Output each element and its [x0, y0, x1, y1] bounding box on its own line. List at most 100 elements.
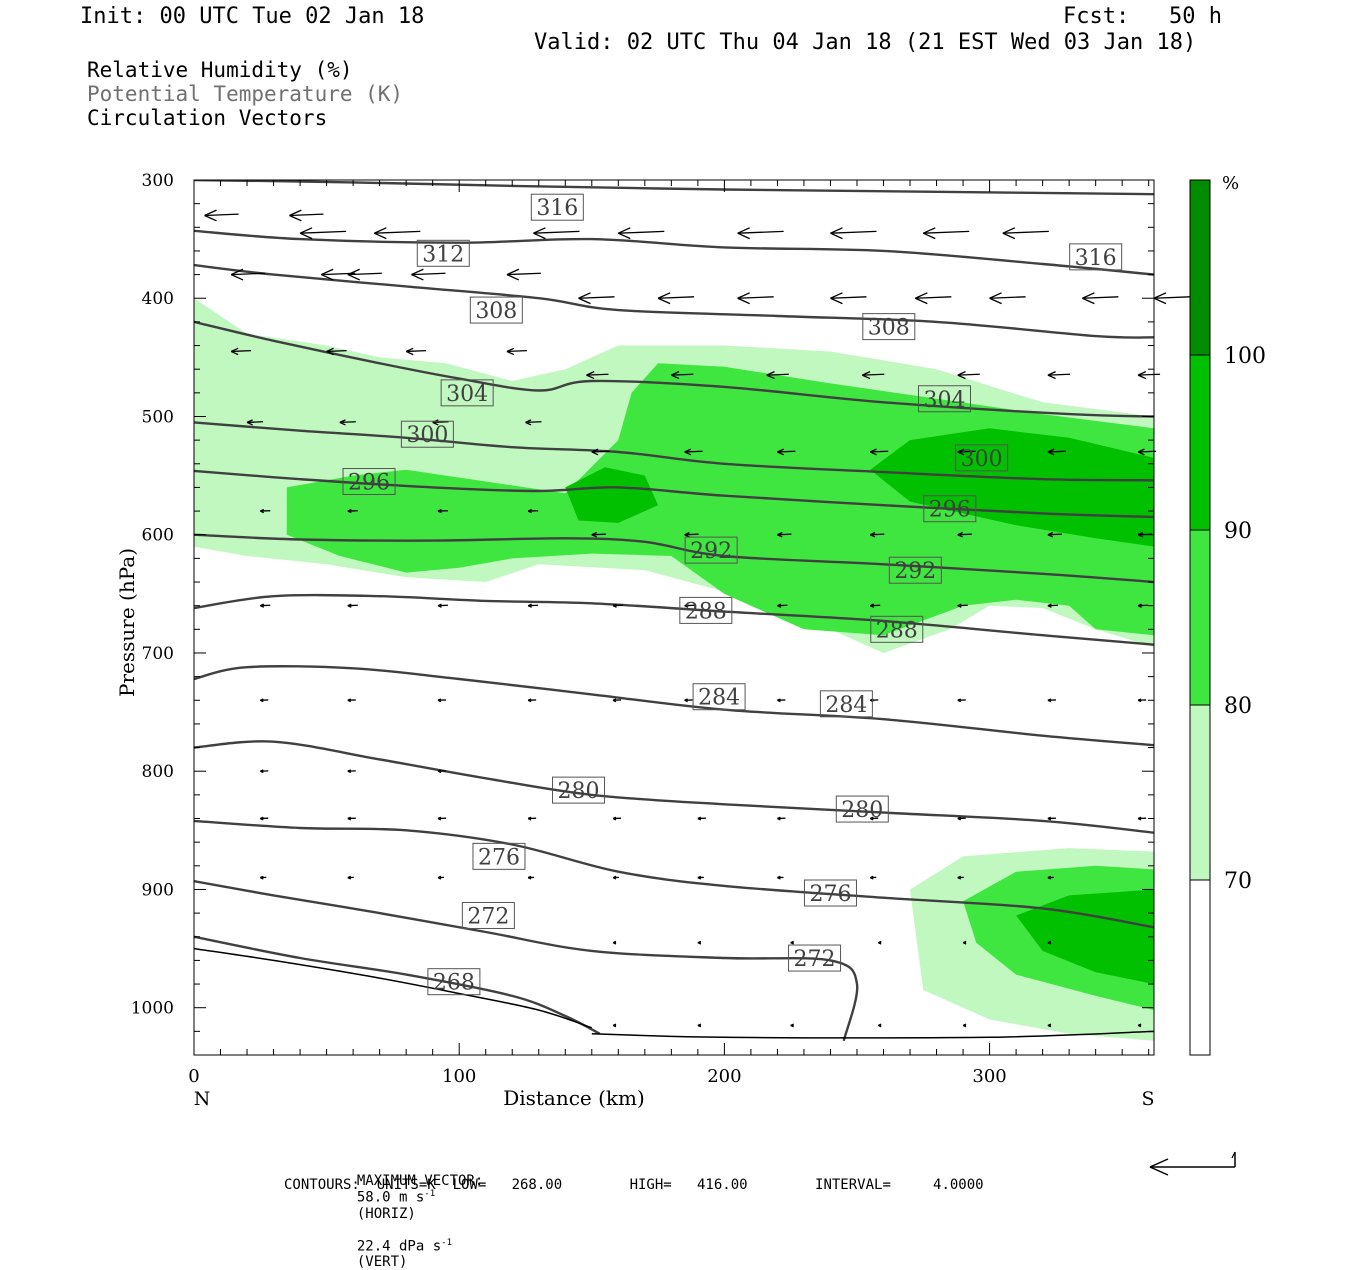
- theta-contour-280: [194, 741, 1154, 832]
- circulation-vector: [698, 941, 701, 944]
- circulation-vector: [438, 699, 446, 702]
- contour-label-272: 272: [462, 902, 514, 929]
- contour-info-line: CONTOURS: UNITS=K LOW= 268.00 HIGH= 416.…: [284, 1177, 984, 1193]
- circulation-vector: [438, 604, 448, 607]
- circulation-vector: [923, 228, 969, 239]
- colorbar-level-label: 100: [1224, 344, 1266, 369]
- circulation-vector: [374, 228, 420, 239]
- circulation-vector: [1082, 293, 1118, 304]
- contour-label-text: 288: [876, 618, 918, 643]
- circulation-vector: [348, 876, 354, 879]
- circulation-vector: [685, 699, 693, 702]
- circulation-vector: [791, 941, 794, 944]
- vector-shaft: [990, 297, 1026, 298]
- circulation-vector: [698, 1024, 701, 1027]
- circulation-vector: [830, 228, 876, 239]
- circulation-vector: [878, 941, 881, 944]
- colorbar-level-label: 80: [1224, 694, 1252, 719]
- contour-label-300: 300: [956, 445, 1008, 472]
- circulation-vector: [1154, 293, 1190, 304]
- colorbar-unit: %: [1222, 173, 1239, 194]
- vector-shaft: [205, 214, 239, 215]
- vector-shaft: [1048, 374, 1070, 375]
- circulation-vector: [348, 770, 356, 773]
- circulation-vector: [528, 604, 538, 607]
- contour-label-296: 296: [924, 496, 976, 523]
- contour-label-316: 316: [1070, 244, 1122, 271]
- vector-head: [205, 215, 217, 220]
- x-tick-label: 300: [972, 1066, 1006, 1087]
- contour-label-text: 316: [536, 196, 578, 221]
- contour-label-text: 304: [923, 388, 965, 413]
- vector-shaft: [411, 273, 445, 274]
- contour-label-text: 304: [446, 382, 488, 407]
- contour-label-text: 280: [558, 779, 600, 804]
- vector-head: [658, 298, 670, 303]
- circulation-vector: [618, 228, 664, 239]
- vector-shaft: [671, 374, 693, 375]
- vector-shaft: [1154, 297, 1190, 298]
- circulation-vector: [260, 604, 270, 607]
- vector-shaft: [579, 297, 615, 298]
- circulation-vector: [438, 876, 444, 879]
- x-axis-title: Distance (km): [503, 1086, 645, 1110]
- contour-label-text: 276: [478, 845, 520, 870]
- circulation-vector: [1003, 228, 1049, 239]
- circulation-vector: [990, 293, 1026, 304]
- y-tick-label: 700: [142, 644, 174, 664]
- contour-label-text: 292: [690, 539, 732, 564]
- colorbar-segment: [1190, 180, 1210, 355]
- vector-shaft: [507, 273, 541, 274]
- circulation-vector: [1048, 699, 1056, 702]
- circulation-vector: [528, 817, 536, 820]
- vector-shaft: [923, 231, 969, 233]
- circulation-vector: [613, 699, 621, 702]
- contour-label-288: 288: [680, 597, 732, 624]
- circulation-vector: [507, 269, 541, 280]
- circulation-vector: [348, 699, 356, 702]
- contour-label-text: 308: [868, 316, 910, 341]
- circulation-vector: [777, 699, 785, 702]
- vector-shaft: [658, 297, 694, 298]
- vector-shaft: [1082, 297, 1118, 298]
- circulation-vector: [348, 604, 358, 607]
- circulation-vector: [348, 269, 382, 280]
- circulation-vector: [878, 1024, 881, 1027]
- contour-label-280: 280: [553, 777, 605, 804]
- vector-shaft: [1003, 231, 1049, 233]
- max-vector-horiz-tag: (HORIZ): [357, 1206, 416, 1222]
- circulation-vector: [406, 348, 426, 354]
- contour-label-284: 284: [820, 691, 872, 718]
- contour-label-text: 300: [961, 447, 1003, 472]
- circulation-vector: [613, 941, 616, 944]
- vector-head: [231, 275, 243, 280]
- contour-label-text: 272: [467, 904, 509, 929]
- contour-label-292: 292: [889, 557, 941, 584]
- terrain-line-0: [194, 949, 592, 1028]
- circulation-vector: [777, 876, 783, 879]
- colorbar-segment: [1190, 705, 1210, 880]
- vector-shaft: [738, 297, 774, 298]
- contour-label-text: 312: [422, 242, 464, 267]
- vector-head: [1082, 298, 1094, 303]
- y-tick-label: 1000: [131, 999, 174, 1019]
- contour-label-308: 308: [470, 297, 522, 324]
- circulation-vector: [289, 210, 323, 221]
- vert-exponent: -1: [441, 1238, 452, 1248]
- vector-head: [579, 298, 591, 303]
- x-end-label-right: S: [1141, 1088, 1154, 1110]
- theta-contour-284: [194, 666, 1154, 745]
- y-tick-label: 600: [142, 526, 174, 546]
- circulation-vector: [870, 876, 876, 879]
- vector-shaft: [862, 374, 884, 375]
- colorbar-level-label: 70: [1224, 869, 1252, 894]
- y-tick-label: 300: [142, 171, 174, 191]
- reference-vector: [1140, 1148, 1240, 1188]
- vector-shaft: [618, 231, 664, 233]
- vector-head: [830, 233, 842, 238]
- vector-shaft: [300, 231, 346, 233]
- vector-shaft: [1138, 374, 1160, 375]
- vector-head: [1048, 375, 1056, 378]
- circulation-vector: [300, 228, 346, 239]
- vector-head: [300, 233, 312, 238]
